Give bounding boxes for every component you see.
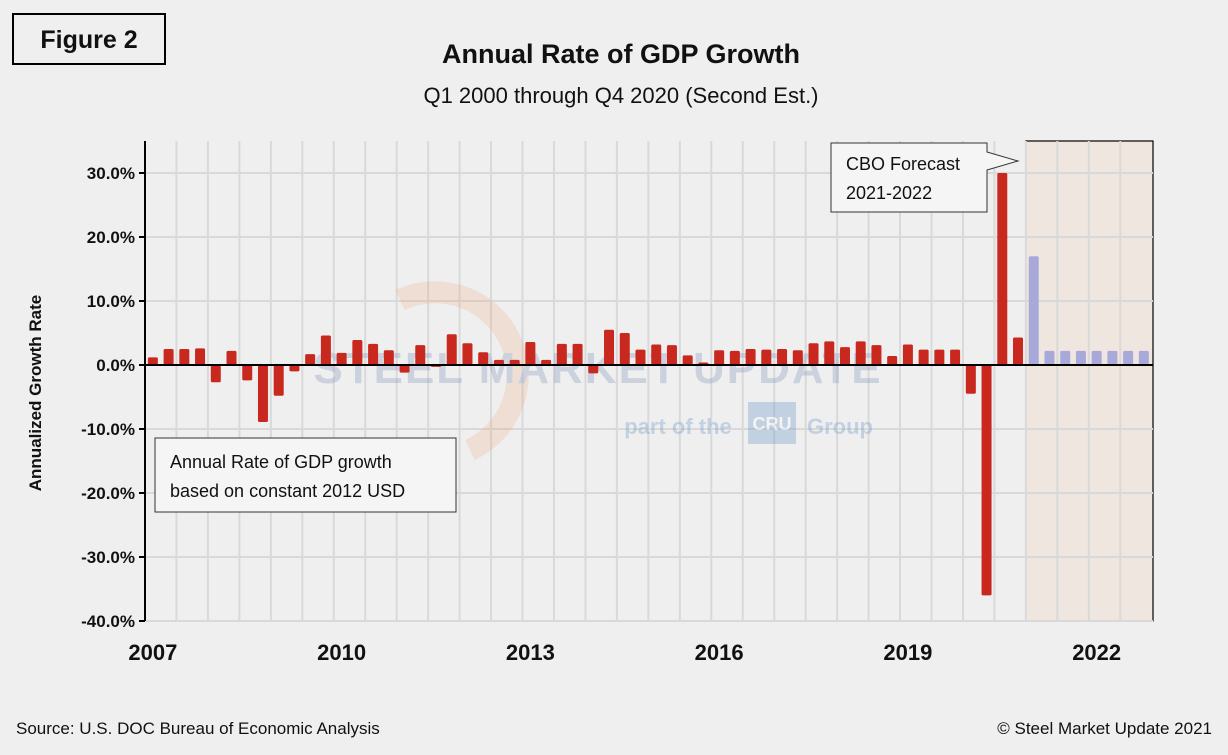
bar-actual bbox=[855, 341, 866, 365]
bar-actual bbox=[871, 345, 882, 365]
y-tick-label: 20.0% bbox=[87, 228, 135, 247]
bar-actual bbox=[824, 341, 835, 365]
annotation-cbo-forecast: CBO Forecast 2021-2022 bbox=[830, 142, 1020, 213]
bar-actual bbox=[163, 349, 174, 365]
bar-actual bbox=[415, 345, 426, 365]
bar-actual bbox=[635, 349, 646, 365]
x-tick-label: 2016 bbox=[695, 640, 744, 665]
bar-actual bbox=[179, 349, 190, 365]
bar-actual bbox=[478, 352, 489, 365]
bar-actual bbox=[666, 345, 677, 365]
source-note: Source: U.S. DOC Bureau of Economic Anal… bbox=[16, 719, 380, 738]
bar-actual bbox=[981, 365, 992, 596]
bar-actual bbox=[902, 344, 913, 365]
y-tick-label: 0.0% bbox=[96, 356, 135, 375]
copyright-note: © Steel Market Update 2021 bbox=[997, 719, 1212, 738]
bar-actual bbox=[792, 350, 803, 365]
bar-actual bbox=[509, 359, 520, 365]
x-tick-label: 2013 bbox=[506, 640, 555, 665]
bar-actual bbox=[950, 349, 961, 365]
figure-label: Figure 2 bbox=[40, 26, 137, 54]
bar-actual bbox=[714, 350, 725, 365]
svg-text:Group: Group bbox=[807, 414, 873, 439]
bar-actual bbox=[839, 347, 850, 365]
bar-actual bbox=[320, 335, 331, 365]
bar-forecast bbox=[1138, 350, 1149, 365]
bar-forecast bbox=[1123, 350, 1134, 365]
annotation-gdp-basis: Annual Rate of GDP growth based on const… bbox=[154, 437, 457, 513]
bar-actual bbox=[619, 333, 630, 365]
bar-actual bbox=[525, 341, 536, 365]
bar-actual bbox=[808, 343, 819, 365]
chart-title: Annual Rate of GDP Growth bbox=[442, 39, 800, 69]
bar-actual bbox=[226, 350, 237, 365]
bar-forecast bbox=[1028, 256, 1039, 365]
bar-actual bbox=[918, 349, 929, 365]
bar-actual bbox=[399, 365, 410, 373]
y-tick-label: 10.0% bbox=[87, 292, 135, 311]
svg-text:Annual Rate of GDP growth: Annual Rate of GDP growth bbox=[170, 452, 392, 472]
bar-actual bbox=[289, 365, 300, 372]
chart-subtitle: Q1 2000 through Q4 2020 (Second Est.) bbox=[423, 83, 818, 108]
bar-actual bbox=[242, 365, 253, 381]
bar-actual bbox=[604, 329, 615, 365]
bar-actual bbox=[352, 340, 363, 365]
bar-forecast bbox=[1091, 350, 1102, 365]
bar-actual bbox=[493, 359, 504, 365]
bar-forecast bbox=[1044, 350, 1055, 365]
y-tick-label: -10.0% bbox=[81, 420, 135, 439]
bar-actual bbox=[745, 349, 756, 365]
bar-actual bbox=[572, 343, 583, 365]
x-tick-label: 2022 bbox=[1072, 640, 1121, 665]
bar-actual bbox=[210, 365, 221, 383]
bar-actual bbox=[383, 350, 394, 365]
bar-actual bbox=[965, 365, 976, 394]
bar-actual bbox=[651, 344, 662, 365]
bar-actual bbox=[934, 349, 945, 365]
y-tick-label: -40.0% bbox=[81, 612, 135, 631]
bar-actual bbox=[368, 343, 379, 365]
bar-actual bbox=[887, 356, 898, 365]
bar-actual bbox=[682, 355, 693, 365]
bar-actual bbox=[761, 349, 772, 365]
bar-actual bbox=[195, 348, 206, 365]
bar-forecast bbox=[1060, 350, 1071, 365]
bar-actual bbox=[305, 354, 316, 365]
bar-actual bbox=[729, 350, 740, 365]
bar-actual bbox=[257, 365, 268, 422]
bar-actual bbox=[588, 365, 599, 374]
bar-forecast bbox=[1075, 350, 1086, 365]
y-tick-label: -20.0% bbox=[81, 484, 135, 503]
bar-actual bbox=[273, 365, 284, 396]
bar-actual bbox=[541, 359, 552, 365]
bar-actual bbox=[556, 343, 567, 365]
bar-actual bbox=[446, 334, 457, 365]
figure-label-box bbox=[12, 13, 166, 65]
bar-actual bbox=[147, 357, 158, 365]
bar-actual bbox=[997, 173, 1008, 365]
bar-actual bbox=[336, 352, 347, 365]
x-tick-label: 2007 bbox=[128, 640, 177, 665]
svg-text:CRU: CRU bbox=[753, 414, 792, 434]
svg-text:CBO Forecast: CBO Forecast bbox=[846, 154, 960, 174]
svg-text:2021-2022: 2021-2022 bbox=[846, 183, 932, 203]
bar-actual bbox=[1013, 337, 1024, 365]
bar-actual bbox=[462, 343, 473, 365]
y-tick-label: 30.0% bbox=[87, 164, 135, 183]
svg-text:based on constant 2012 USD: based on constant 2012 USD bbox=[170, 481, 405, 501]
bar-actual bbox=[777, 349, 788, 365]
x-tick-label: 2010 bbox=[317, 640, 366, 665]
x-tick-label: 2019 bbox=[883, 640, 932, 665]
y-tick-label: -30.0% bbox=[81, 548, 135, 567]
y-axis-label: Annualized Growth Rate bbox=[26, 295, 45, 491]
bar-forecast bbox=[1107, 350, 1118, 365]
svg-text:part of the: part of the bbox=[624, 414, 732, 439]
